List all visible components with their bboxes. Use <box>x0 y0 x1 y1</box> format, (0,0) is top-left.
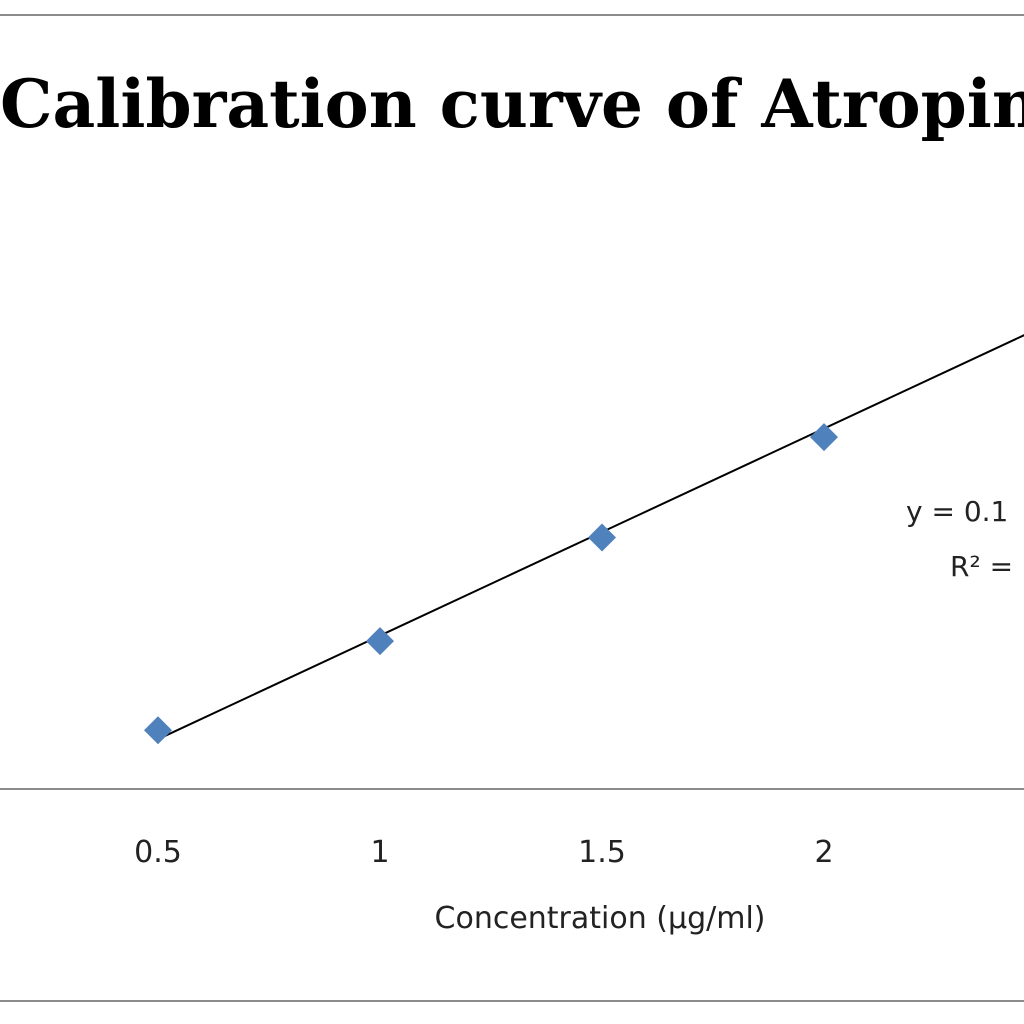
x-tick-label: 2 <box>814 835 833 870</box>
x-tick-label: 1 <box>370 835 389 870</box>
trendline-equation: y = 0.1 <box>906 495 1008 528</box>
x-tick-labels: 0.5 1 1.5 2 <box>134 835 833 870</box>
x-tick-label: 1.5 <box>578 835 626 870</box>
data-point <box>810 423 838 452</box>
data-point <box>144 716 172 745</box>
data-point <box>588 523 616 552</box>
x-axis-title: Concentration (μg/ml) <box>435 901 766 936</box>
r-squared-label: R² = <box>950 550 1013 583</box>
data-points-layer <box>144 423 838 745</box>
x-tick-label: 0.5 <box>134 835 182 870</box>
chart-title: Calibration curve of Atropine <box>0 65 1024 143</box>
data-point <box>366 627 394 656</box>
